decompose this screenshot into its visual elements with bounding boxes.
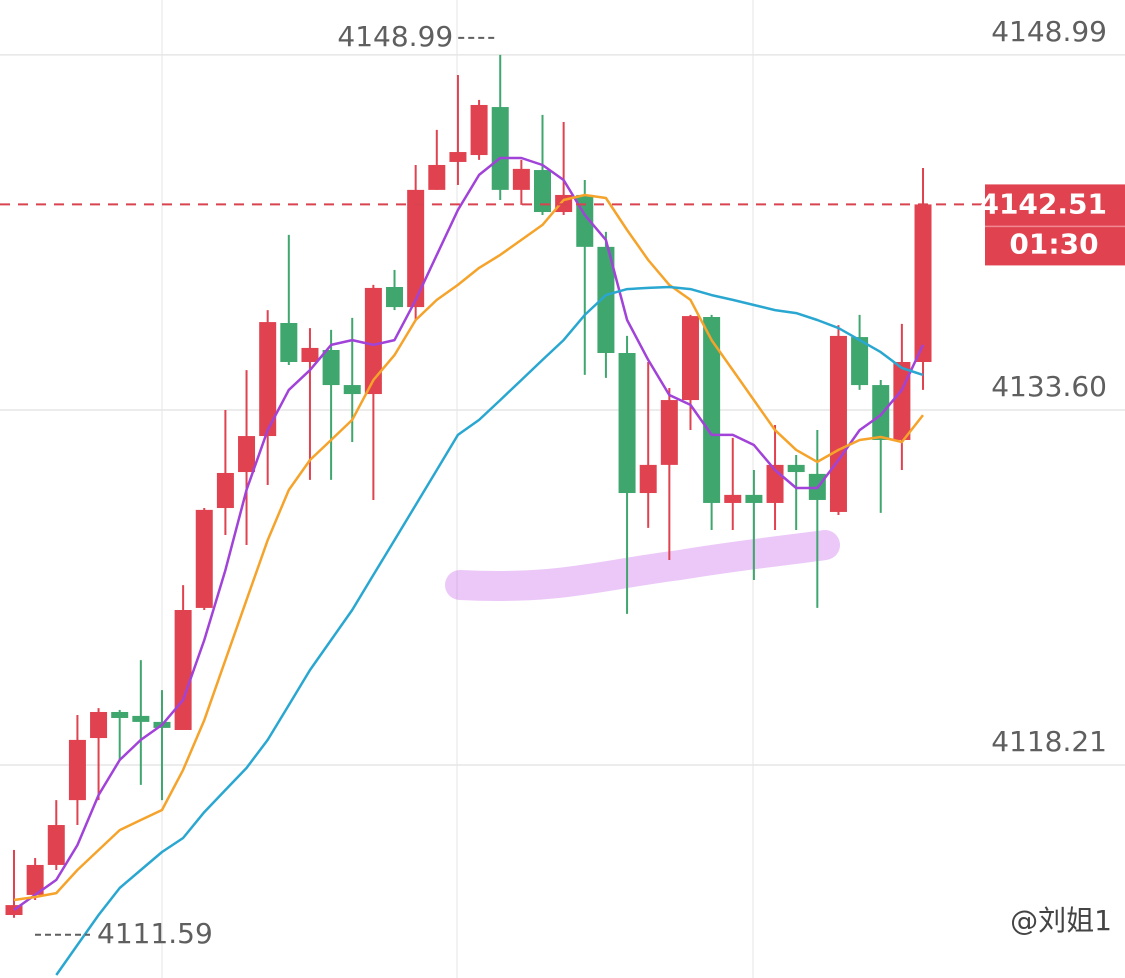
candle-body xyxy=(68,739,86,801)
candle-body xyxy=(703,317,721,503)
candle-body xyxy=(216,472,234,509)
candle-body xyxy=(491,107,509,190)
last-price-label: 4142.51 xyxy=(979,187,1107,220)
candle-body xyxy=(428,164,446,190)
y-tick-label: 4133.60 xyxy=(991,370,1107,403)
highlight-scribble xyxy=(445,530,840,601)
candle-body xyxy=(597,246,615,353)
candle-body xyxy=(386,287,404,308)
candle-body xyxy=(512,168,530,190)
candle-body xyxy=(449,152,467,162)
candle-body xyxy=(322,349,340,386)
candle-body xyxy=(534,170,551,213)
grid xyxy=(0,54,1125,766)
candle-body xyxy=(470,104,488,156)
candle-body xyxy=(195,509,213,608)
candle-body xyxy=(639,464,657,494)
candle-body xyxy=(47,825,65,865)
high-label: 4148.99 xyxy=(337,20,453,53)
candle-body xyxy=(724,494,742,503)
y-tick-label: 4118.21 xyxy=(991,725,1107,758)
moving-average-line xyxy=(55,285,924,976)
candle-body xyxy=(829,335,847,512)
candle-body xyxy=(343,385,361,395)
candle-body xyxy=(26,864,44,895)
candle-body xyxy=(280,323,298,362)
watermark: @刘姐1 xyxy=(1010,904,1112,937)
marks xyxy=(5,54,932,976)
moving-average-line xyxy=(13,193,924,902)
candle-body xyxy=(407,189,425,308)
low-label: 4111.59 xyxy=(97,917,213,950)
countdown-label: 01:30 xyxy=(1009,227,1098,260)
labels: 4148.99 4133.60 4118.21 4142.51 01:30 4148.99… xyxy=(0,15,1125,950)
price-tag-bg xyxy=(985,184,1125,266)
candle-body xyxy=(132,715,150,722)
candle-body xyxy=(787,464,805,473)
candle-body xyxy=(914,204,932,362)
candle-body xyxy=(90,711,108,739)
candle-body xyxy=(5,905,23,916)
moving-average-line xyxy=(13,156,925,911)
candle-body xyxy=(174,610,192,730)
y-tick-label: 4148.99 xyxy=(991,15,1107,48)
candle-body xyxy=(364,287,382,395)
candle-body xyxy=(851,337,869,386)
candle-body xyxy=(301,347,319,362)
candle-body xyxy=(893,361,911,440)
candle-body xyxy=(259,322,277,437)
candle-body xyxy=(238,436,256,473)
candle-body xyxy=(681,316,699,401)
candle-body xyxy=(111,711,129,718)
candle-body xyxy=(872,385,890,440)
candle-body xyxy=(745,494,763,503)
candle-body xyxy=(618,352,636,494)
candle-body xyxy=(660,400,678,465)
